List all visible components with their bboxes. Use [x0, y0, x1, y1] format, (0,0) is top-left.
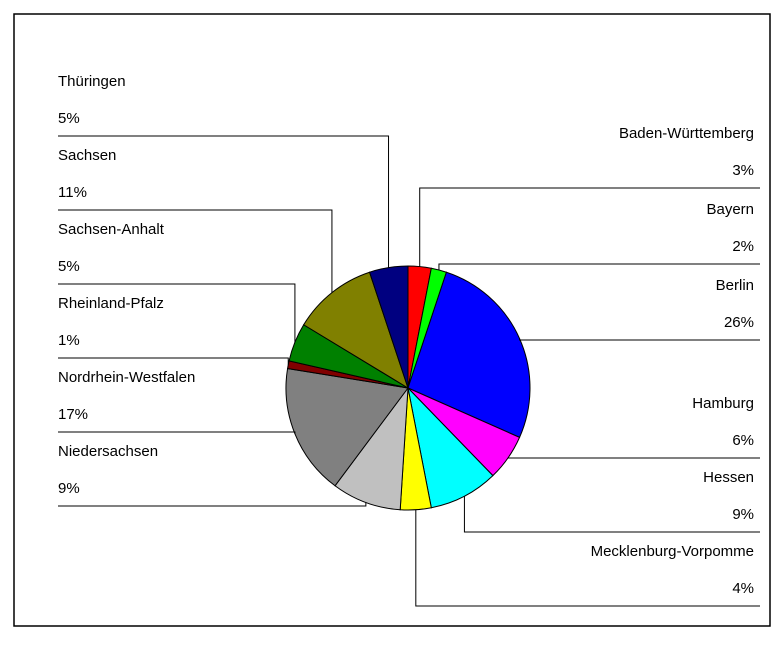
slice-label: Nordrhein-Westfalen [58, 369, 195, 386]
slice-label: Hessen [703, 469, 754, 486]
slice-value-label: 6% [732, 432, 754, 449]
slice-value-label: 3% [732, 162, 754, 179]
slice-label: Sachsen [58, 147, 116, 164]
slice-value-label: 2% [732, 238, 754, 255]
slice-value-label: 26% [724, 314, 754, 331]
slice-label: Hamburg [692, 395, 754, 412]
slice-value-label: 4% [732, 580, 754, 597]
slice-value-label: 9% [58, 480, 80, 497]
slice-value-label: 17% [58, 406, 88, 423]
slice-label: Bayern [706, 201, 754, 218]
slice-value-label: 9% [732, 506, 754, 523]
slice-label: Berlin [716, 277, 754, 294]
slice-label: Rheinland-Pfalz [58, 295, 164, 312]
slice-value-label: 5% [58, 258, 80, 275]
slice-value-label: 1% [58, 332, 80, 349]
slice-label: Mecklenburg-Vorpomme [591, 543, 754, 560]
slice-value-label: 11% [58, 184, 87, 201]
slice-label: Niedersachsen [58, 443, 158, 460]
slice-label: Thüringen [58, 73, 126, 90]
slice-label: Baden-Württemberg [619, 125, 754, 142]
slice-value-label: 5% [58, 110, 80, 127]
slice-label: Sachsen-Anhalt [58, 221, 165, 238]
